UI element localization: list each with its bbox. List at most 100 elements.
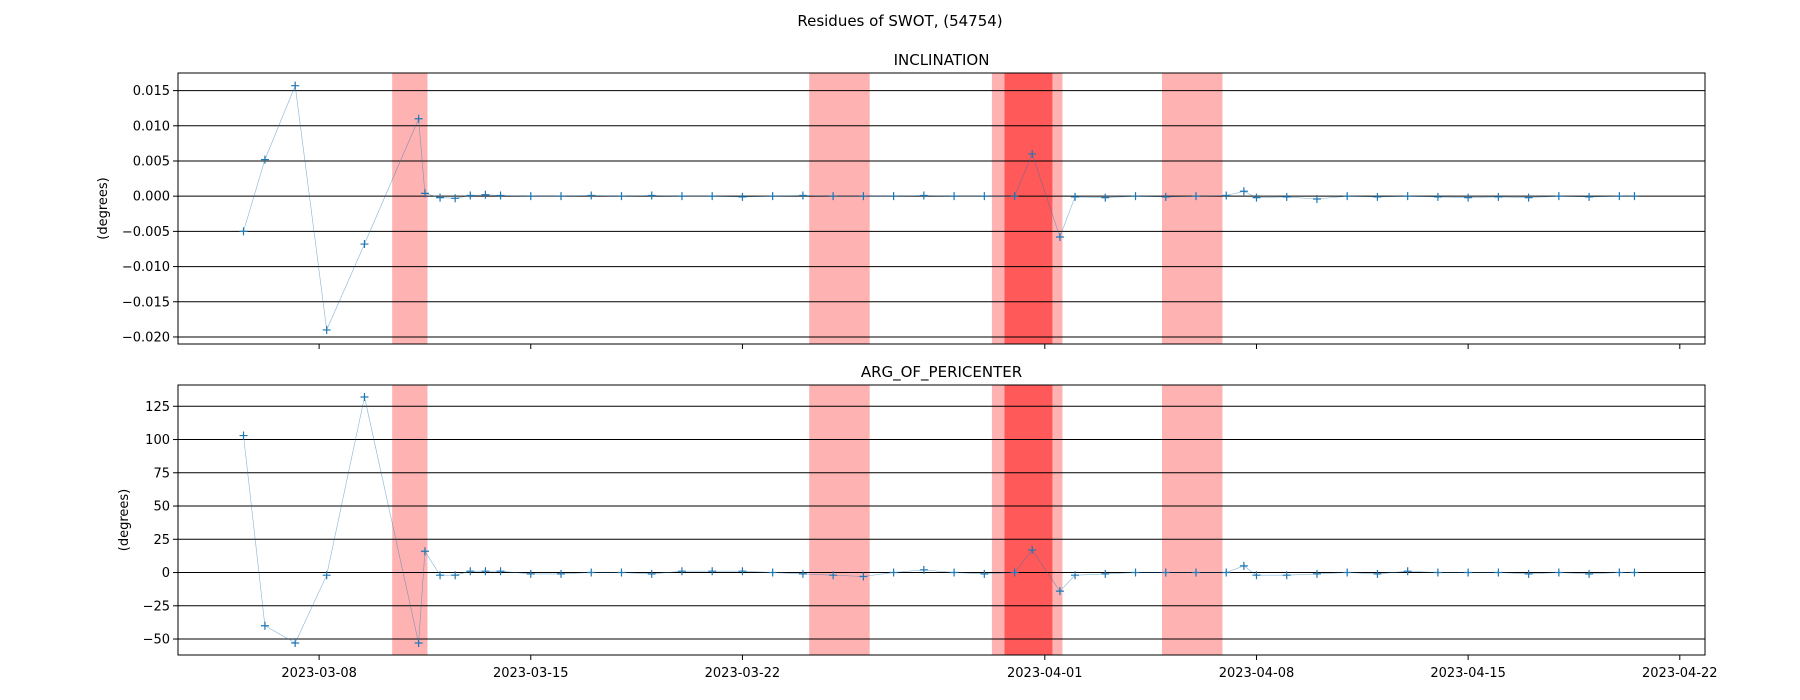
data-point: [1222, 191, 1231, 200]
x-tick-label: 2023-04-08: [1219, 666, 1295, 681]
data-point: [1010, 568, 1019, 577]
data-point: [451, 194, 460, 203]
data-point: [1433, 568, 1442, 577]
data-point: [708, 192, 717, 201]
x-tick-label: 2023-04-15: [1430, 666, 1506, 681]
data-point: [420, 189, 429, 198]
x-tick-label: 2023-03-22: [705, 666, 781, 681]
data-point: [1282, 192, 1291, 201]
data-point: [768, 568, 777, 577]
data-point: [768, 192, 777, 201]
data-point: [829, 571, 838, 580]
series-line: [243, 84, 1635, 332]
data-point: [587, 568, 596, 577]
data-point: [1615, 192, 1624, 201]
data-point: [798, 569, 807, 578]
data-point: [1192, 568, 1200, 577]
data-point: [1028, 545, 1037, 554]
y-tick-label: −50: [143, 633, 170, 648]
data-point: [1071, 192, 1080, 201]
data-point: [360, 392, 369, 401]
data-point: [859, 192, 868, 201]
data-point: [360, 240, 369, 249]
data-point: [451, 571, 460, 580]
y-tick-label: −0.010: [122, 260, 170, 275]
x-tick-label: 2023-03-08: [281, 666, 357, 681]
data-point: [291, 639, 300, 648]
data-point: [1239, 187, 1248, 196]
highlight-span-light: [1161, 385, 1223, 655]
data-point: [950, 192, 959, 201]
data-point: [557, 569, 566, 578]
y-tick-label: 0.000: [133, 190, 170, 205]
data-point: [1161, 568, 1170, 577]
data-point: [1252, 571, 1261, 580]
data-point: [239, 431, 248, 440]
data-point: [1055, 587, 1064, 596]
axes-frame: [177, 384, 1706, 656]
data-point: [919, 191, 928, 200]
data-point: [1071, 571, 1080, 580]
data-point: [1131, 192, 1140, 201]
data-point: [481, 190, 490, 199]
data-point: [436, 571, 445, 580]
y-tick-label: 100: [145, 433, 170, 448]
data-point: [1403, 192, 1412, 201]
data-point: [1494, 192, 1503, 201]
data-point: [1630, 192, 1639, 201]
data-point: [1373, 569, 1382, 578]
data-point: [496, 567, 505, 576]
data-point: [1131, 568, 1140, 577]
data-point: [1312, 194, 1321, 203]
data-point: [291, 81, 300, 90]
y-tick-label: 25: [153, 533, 170, 548]
data-point: [1524, 193, 1533, 202]
data-point: [980, 192, 989, 201]
x-tick-label: 2023-04-22: [1642, 666, 1718, 681]
data-point: [1464, 193, 1473, 202]
data-point: [677, 567, 686, 576]
y-tick-label: −0.020: [122, 330, 170, 345]
highlight-span-dark: [1004, 73, 1053, 344]
data-point: [239, 227, 248, 236]
data-point: [1101, 569, 1110, 578]
y-tick-label: −25: [143, 599, 170, 614]
axes-title: ARG_OF_PERICENTER: [861, 363, 1022, 382]
highlight-span-light: [1161, 73, 1223, 344]
data-point: [1494, 568, 1503, 577]
data-point: [1312, 569, 1321, 578]
data-point: [1343, 568, 1352, 577]
data-point: [1101, 193, 1110, 202]
data-point: [829, 192, 838, 201]
data-point: [322, 325, 331, 334]
data-point: [436, 193, 445, 202]
y-tick-label: 50: [153, 500, 170, 515]
data-point: [1554, 568, 1563, 577]
data-point: [889, 192, 898, 201]
data-point: [1554, 192, 1563, 201]
data-point: [496, 191, 505, 200]
data-point: [677, 192, 686, 201]
highlight-span-dark: [1004, 385, 1053, 655]
y-tick-label: −0.015: [122, 295, 170, 310]
data-point: [1585, 192, 1594, 201]
data-point: [859, 572, 868, 581]
data-point: [1161, 192, 1170, 201]
data-point: [481, 567, 490, 576]
data-point: [1524, 569, 1533, 578]
data-point: [617, 192, 626, 201]
data-point: [1282, 571, 1291, 580]
data-point: [1252, 193, 1261, 202]
data-point: [708, 567, 717, 576]
data-point: [1630, 568, 1639, 577]
axes-frame: [177, 72, 1706, 345]
y-tick-label: 0: [162, 566, 170, 581]
y-axis-label: (degrees): [117, 489, 132, 551]
data-point: [1464, 568, 1473, 577]
data-point: [980, 569, 989, 578]
data-point: [1585, 569, 1594, 578]
data-point: [617, 568, 626, 577]
highlight-span-light: [392, 385, 428, 655]
data-point: [420, 547, 429, 556]
